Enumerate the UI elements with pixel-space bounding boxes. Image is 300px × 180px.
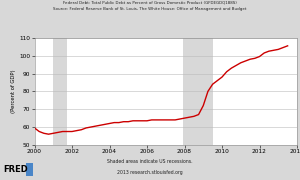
Y-axis label: (Percent of GDP): (Percent of GDP) <box>11 69 16 113</box>
Text: FRED: FRED <box>3 165 28 174</box>
Bar <box>53 38 67 145</box>
Bar <box>183 38 213 145</box>
Text: Federal Debt: Total Public Debt as Percent of Gross Domestic Product (GFDEGDQ188: Federal Debt: Total Public Debt as Perce… <box>63 1 237 5</box>
Text: Source: Federal Reserve Bank of St. Louis, The White House: Office of Management: Source: Federal Reserve Bank of St. Loui… <box>53 7 247 11</box>
Text: Shaded areas indicate US recessions.: Shaded areas indicate US recessions. <box>107 159 193 164</box>
Text: 2013 research.stlouisfed.org: 2013 research.stlouisfed.org <box>117 170 183 175</box>
